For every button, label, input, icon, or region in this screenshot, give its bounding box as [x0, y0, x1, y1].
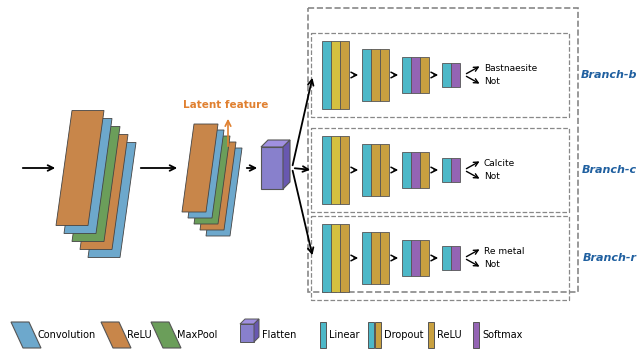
FancyBboxPatch shape [451, 63, 460, 87]
Text: ReLU: ReLU [437, 330, 461, 340]
Text: Calcite: Calcite [484, 159, 515, 168]
Polygon shape [151, 322, 181, 348]
FancyBboxPatch shape [331, 41, 340, 109]
FancyBboxPatch shape [371, 49, 380, 101]
FancyBboxPatch shape [322, 41, 331, 109]
FancyBboxPatch shape [420, 57, 429, 93]
FancyBboxPatch shape [420, 152, 429, 188]
FancyBboxPatch shape [371, 144, 380, 196]
Polygon shape [64, 118, 112, 233]
FancyBboxPatch shape [442, 63, 451, 87]
FancyBboxPatch shape [362, 232, 371, 284]
FancyBboxPatch shape [331, 136, 340, 204]
Polygon shape [261, 140, 290, 147]
FancyBboxPatch shape [411, 152, 420, 188]
Polygon shape [194, 136, 230, 224]
FancyBboxPatch shape [320, 322, 326, 348]
FancyBboxPatch shape [380, 49, 389, 101]
FancyBboxPatch shape [322, 136, 331, 204]
Polygon shape [101, 322, 131, 348]
Polygon shape [188, 130, 224, 218]
FancyBboxPatch shape [375, 322, 381, 348]
Polygon shape [254, 319, 259, 342]
FancyBboxPatch shape [411, 57, 420, 93]
Polygon shape [200, 142, 236, 230]
Text: ReLU: ReLU [127, 330, 152, 340]
Polygon shape [80, 135, 128, 250]
Text: Not: Not [484, 260, 500, 269]
FancyBboxPatch shape [411, 240, 420, 276]
Text: Softmax: Softmax [482, 330, 522, 340]
FancyBboxPatch shape [442, 246, 451, 270]
FancyBboxPatch shape [442, 158, 451, 182]
Polygon shape [72, 126, 120, 242]
Text: Bastnaesite: Bastnaesite [484, 64, 537, 73]
Polygon shape [56, 111, 104, 225]
FancyBboxPatch shape [451, 158, 460, 182]
FancyBboxPatch shape [340, 136, 349, 204]
Polygon shape [283, 140, 290, 189]
Text: Branch-r: Branch-r [583, 253, 637, 263]
Text: Latent feature: Latent feature [183, 100, 269, 110]
FancyBboxPatch shape [240, 324, 254, 342]
FancyBboxPatch shape [428, 322, 434, 348]
FancyBboxPatch shape [402, 57, 411, 93]
Text: Not: Not [484, 172, 500, 181]
FancyBboxPatch shape [340, 41, 349, 109]
Text: Dropout: Dropout [384, 330, 424, 340]
Polygon shape [11, 322, 41, 348]
Polygon shape [88, 143, 136, 257]
Polygon shape [206, 148, 242, 236]
FancyBboxPatch shape [420, 240, 429, 276]
FancyBboxPatch shape [402, 240, 411, 276]
Text: Re metal: Re metal [484, 247, 525, 256]
FancyBboxPatch shape [371, 232, 380, 284]
FancyBboxPatch shape [362, 144, 371, 196]
Text: Not: Not [484, 77, 500, 86]
Text: Branch-c: Branch-c [582, 165, 637, 175]
FancyBboxPatch shape [362, 49, 371, 101]
FancyBboxPatch shape [261, 147, 283, 189]
FancyBboxPatch shape [340, 224, 349, 292]
FancyBboxPatch shape [380, 144, 389, 196]
FancyBboxPatch shape [380, 232, 389, 284]
FancyBboxPatch shape [331, 224, 340, 292]
Polygon shape [182, 124, 218, 212]
Polygon shape [240, 319, 259, 324]
Text: Flatten: Flatten [262, 330, 296, 340]
Text: Convolution: Convolution [37, 330, 95, 340]
FancyBboxPatch shape [451, 246, 460, 270]
Text: MaxPool: MaxPool [177, 330, 218, 340]
FancyBboxPatch shape [402, 152, 411, 188]
FancyBboxPatch shape [368, 322, 374, 348]
FancyBboxPatch shape [473, 322, 479, 348]
Text: Linear: Linear [329, 330, 360, 340]
Text: Branch-b: Branch-b [580, 70, 637, 80]
FancyBboxPatch shape [322, 224, 331, 292]
